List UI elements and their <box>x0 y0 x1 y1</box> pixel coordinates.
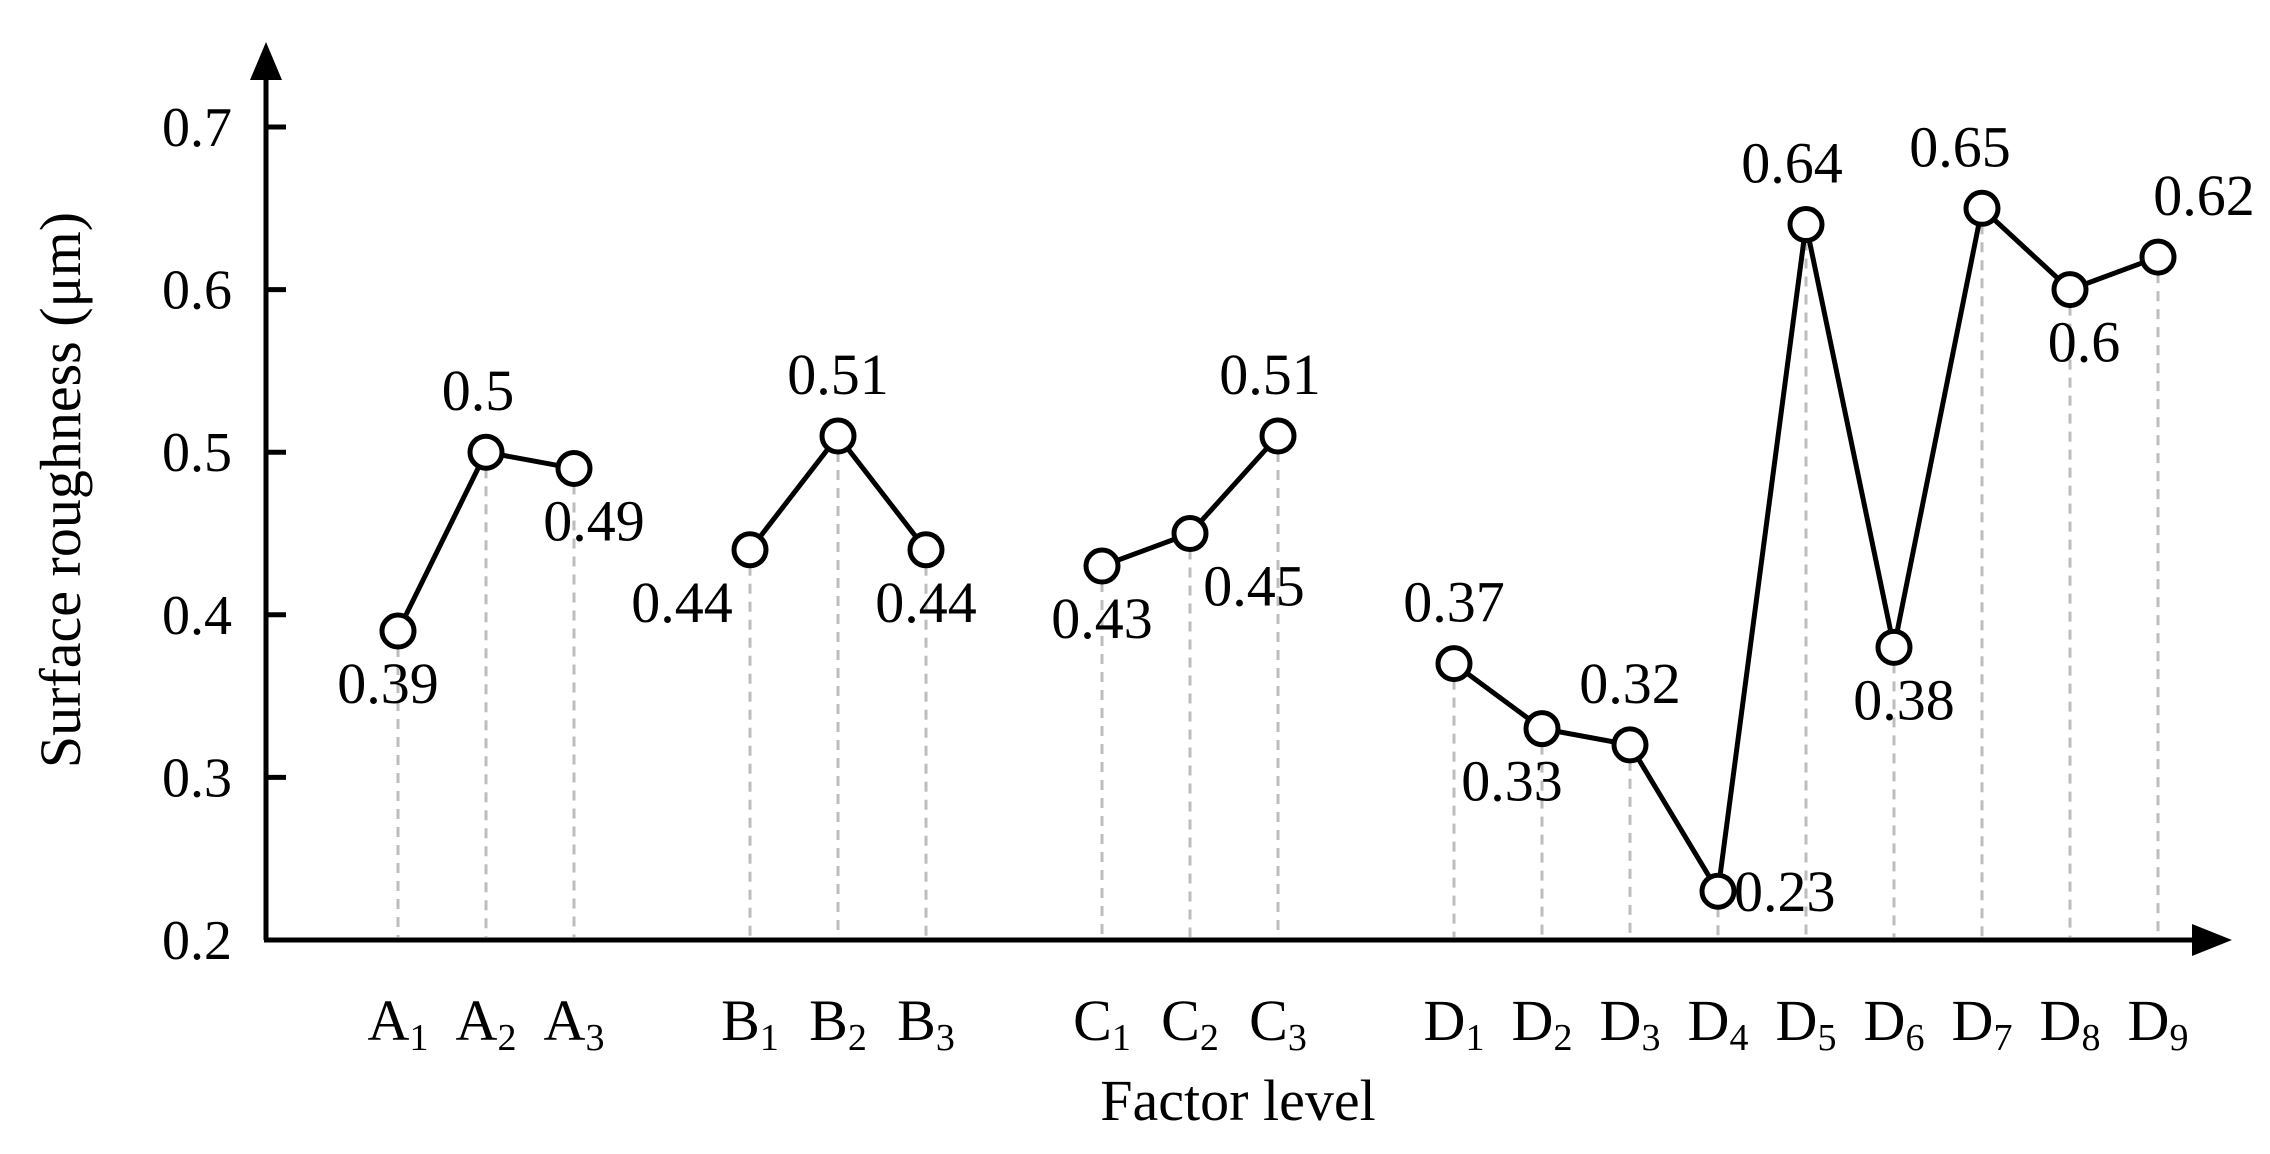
data-point <box>1611 726 1649 764</box>
y-axis-title: Surface roughness (μm) <box>28 212 93 768</box>
x-tick-label: B3 <box>897 988 955 1059</box>
category-labels: A1 A2 A3 B1 B2 B3 C1 C2 C3 D1 D2 D3 D4 D5 D6 D7 D8 D9 <box>368 988 2189 1059</box>
x-tick-label: D8 <box>2040 988 2101 1059</box>
data-label: 0.44 <box>631 570 733 635</box>
x-tick-label: D1 <box>1424 988 1485 1059</box>
data-label: 0.51 <box>1219 342 1321 407</box>
x-tick-label: D2 <box>1512 988 1573 1059</box>
data-point <box>1875 628 1913 666</box>
x-tick-label: A2 <box>456 988 517 1059</box>
data-point <box>2139 238 2177 276</box>
x-tick-label: C3 <box>1249 988 1307 1059</box>
x-tick-label: B2 <box>809 988 867 1059</box>
x-tick-label: D5 <box>1776 988 1837 1059</box>
y-tick-label: 0.5 <box>162 422 232 484</box>
data-label: 0.32 <box>1579 651 1681 716</box>
x-tick-label: D9 <box>2128 988 2189 1059</box>
x-tick-label: C1 <box>1073 988 1131 1059</box>
x-axis-arrow <box>2192 924 2232 956</box>
data-point <box>1787 206 1825 244</box>
data-point <box>1963 189 2001 227</box>
guide-lines <box>396 224 2160 937</box>
data-label: 0.64 <box>1741 131 1843 196</box>
data-label: 0.43 <box>1051 586 1153 651</box>
data-label: 0.38 <box>1853 667 1955 732</box>
data-label: 0.62 <box>2153 163 2255 228</box>
data-label: 0.37 <box>1403 570 1505 635</box>
y-tick-label: 0.2 <box>162 910 232 972</box>
data-point <box>555 449 593 487</box>
x-tick-label: D3 <box>1600 988 1661 1059</box>
y-axis-arrow <box>250 42 282 80</box>
x-axis-title: Factor level <box>1100 1068 1375 1133</box>
x-tick-label: B1 <box>721 988 779 1059</box>
data-label: 0.51 <box>787 342 889 407</box>
data-point <box>1435 645 1473 683</box>
y-tick-label: 0.4 <box>162 585 232 647</box>
data-point <box>819 417 857 455</box>
y-tick-label: 0.6 <box>162 260 232 322</box>
data-label: 0.65 <box>1909 114 2011 179</box>
data-label: 0.33 <box>1461 749 1563 814</box>
markers <box>379 189 2177 910</box>
x-tick-label: C2 <box>1161 988 1219 1059</box>
x-tick-label: D4 <box>1688 988 1749 1059</box>
y-ticks: 0.2 0.3 0.4 0.5 0.6 0.7 <box>162 97 286 972</box>
data-label: 0.23 <box>1734 859 1836 924</box>
x-tick-label: D6 <box>1864 988 1925 1059</box>
data-point <box>2051 271 2089 309</box>
x-tick-label: D7 <box>1952 988 2013 1059</box>
data-point <box>1259 417 1297 455</box>
data-point <box>1171 515 1209 552</box>
data-point <box>1523 710 1561 748</box>
y-tick-label: 0.7 <box>162 97 232 159</box>
value-labels: 0.39 0.5 0.49 0.44 0.51 0.44 0.43 0.45 0.51 0.37 0… <box>337 114 2255 924</box>
data-point <box>467 433 505 471</box>
data-label: 0.39 <box>337 651 439 716</box>
y-tick-label: 0.3 <box>162 747 232 809</box>
data-label: 0.6 <box>2048 310 2121 375</box>
axes <box>250 42 2232 956</box>
data-label: 0.5 <box>442 358 515 423</box>
data-label: 0.45 <box>1203 554 1305 619</box>
data-label: 0.49 <box>543 488 645 553</box>
x-tick-label: A1 <box>368 988 429 1059</box>
data-point <box>1083 547 1121 585</box>
data-point <box>1699 872 1737 910</box>
data-point <box>907 531 945 569</box>
x-tick-label: A3 <box>544 988 605 1059</box>
data-point <box>379 612 417 650</box>
data-point <box>731 531 769 569</box>
data-label: 0.44 <box>875 570 977 635</box>
